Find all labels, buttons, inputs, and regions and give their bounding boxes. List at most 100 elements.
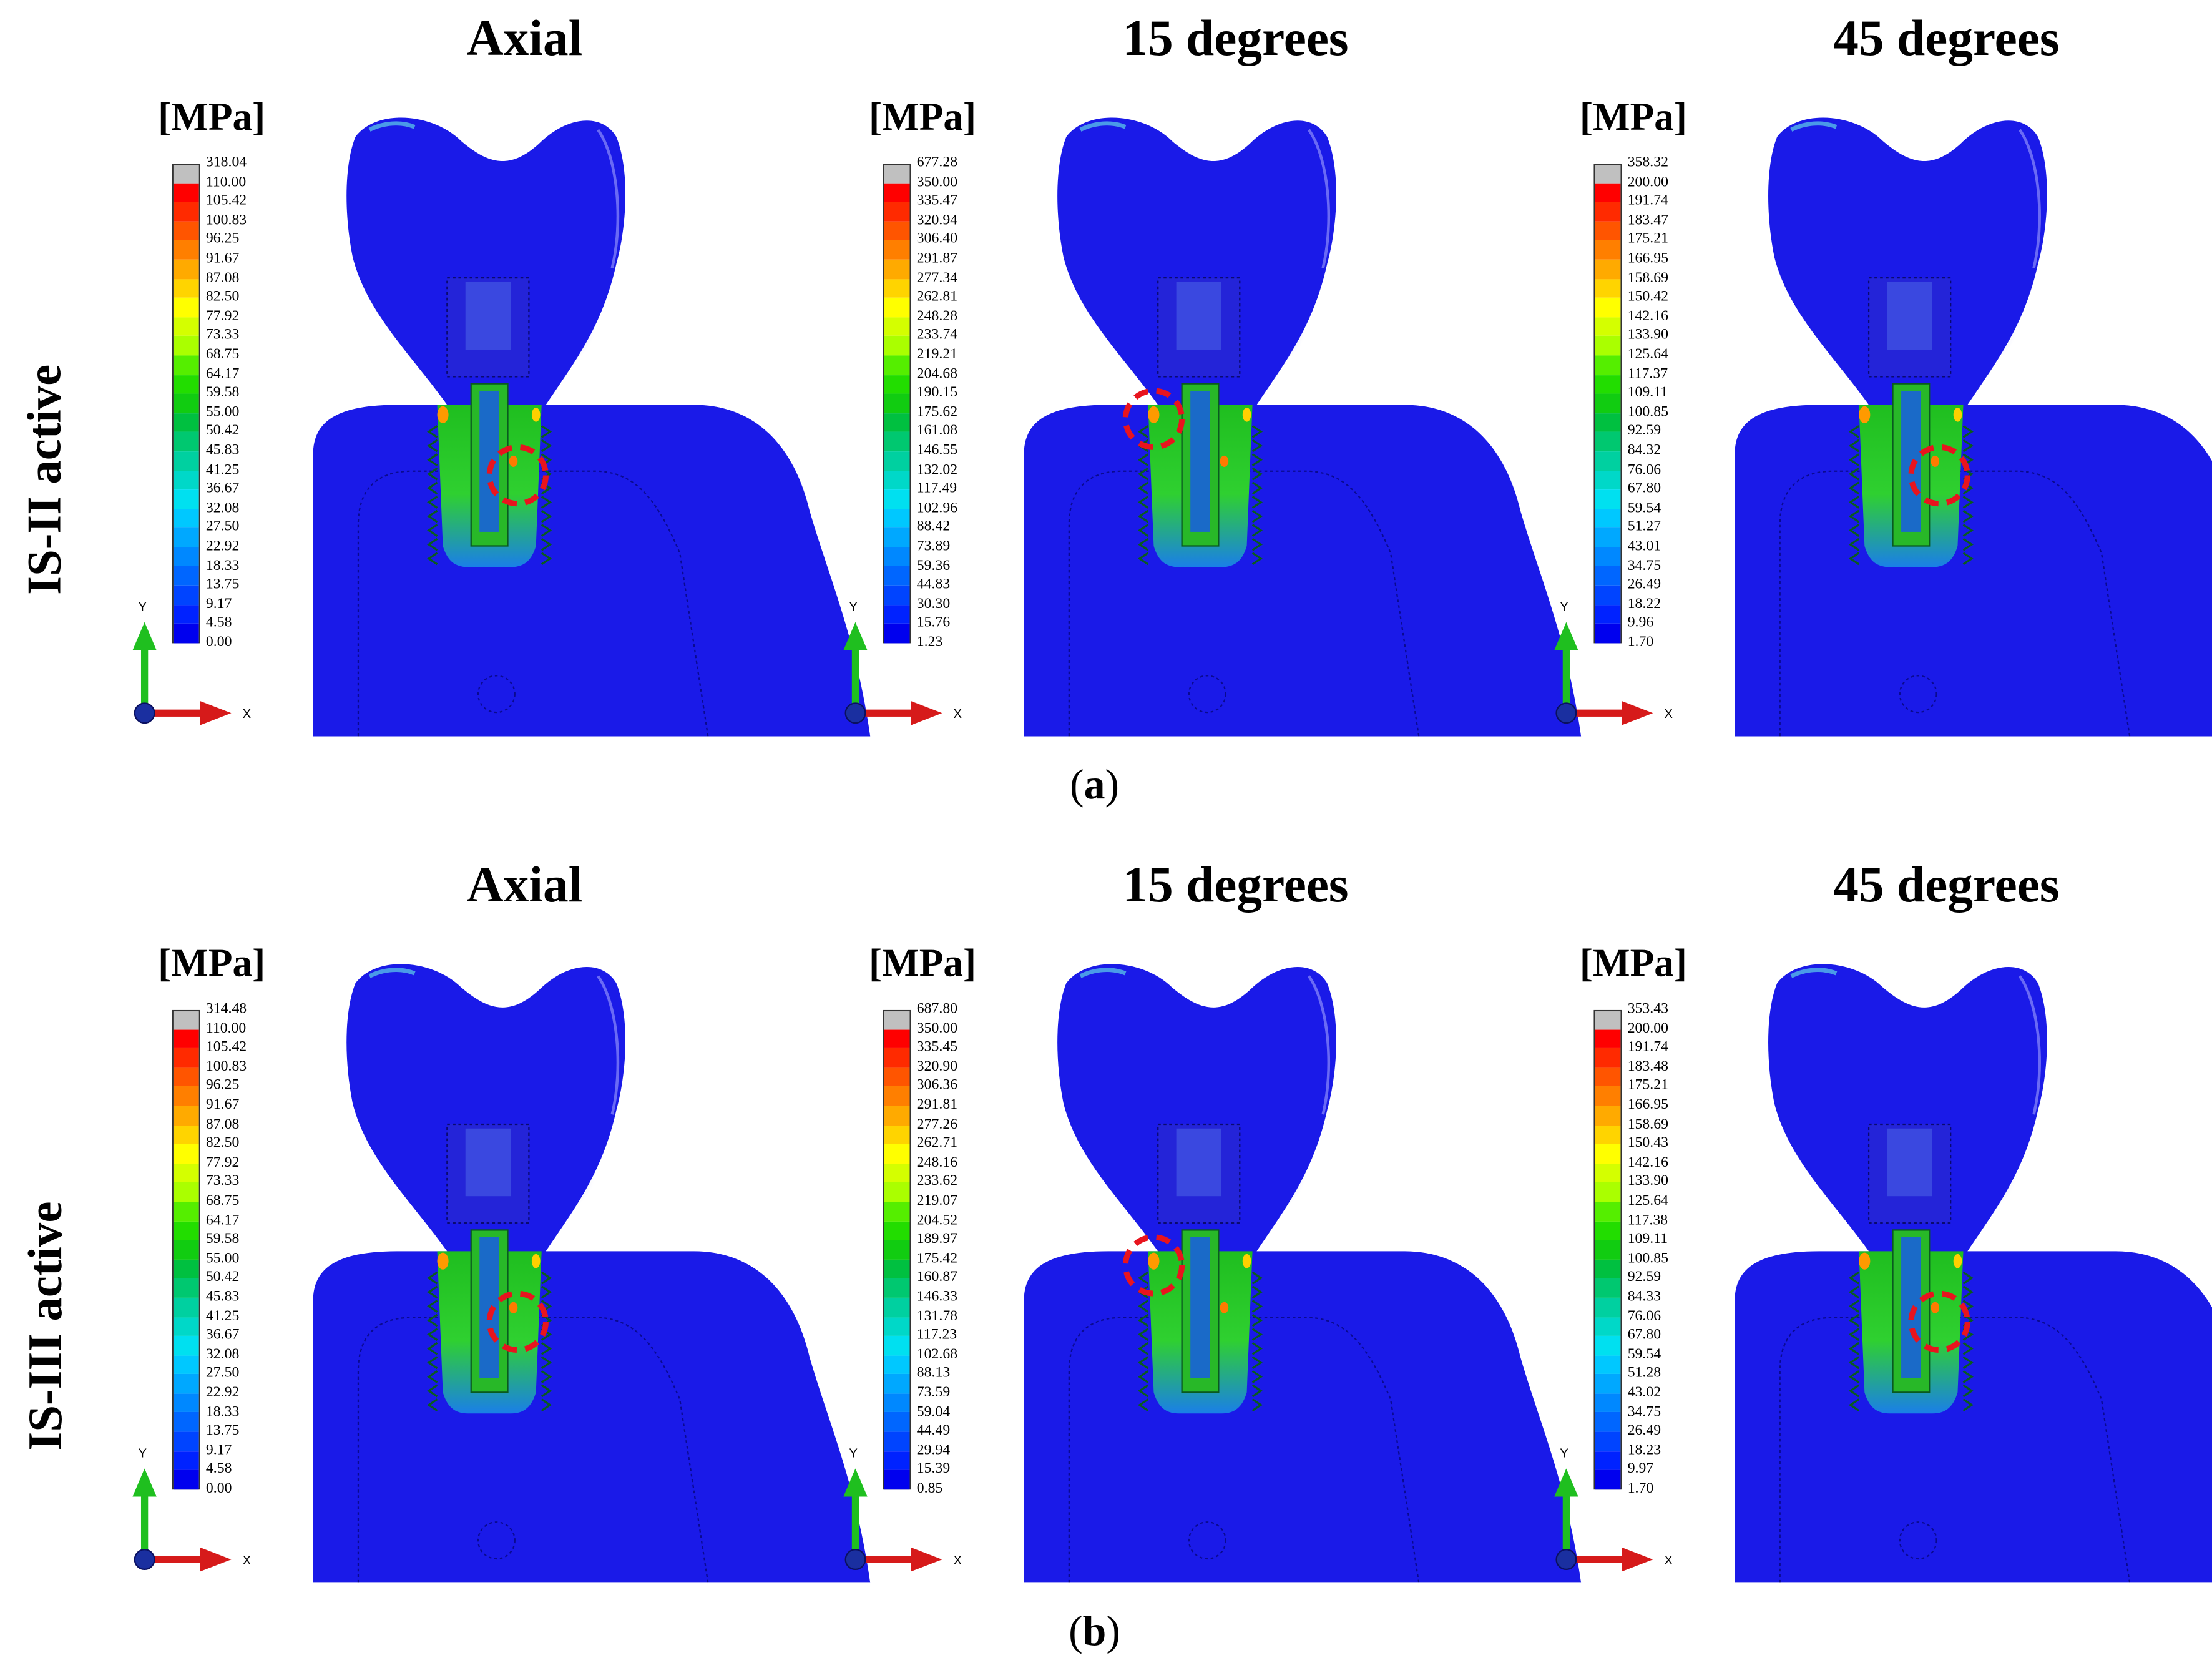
thread-right bbox=[541, 1271, 552, 1285]
thread-right bbox=[1962, 1356, 1974, 1370]
thread-left bbox=[1137, 537, 1149, 551]
thread-left bbox=[1137, 1384, 1149, 1398]
legend-tick-label: 92.59 bbox=[1627, 423, 1661, 439]
thread-left bbox=[1137, 1342, 1149, 1355]
legend-cell bbox=[884, 451, 910, 471]
thread-left bbox=[1137, 524, 1149, 537]
thread-left bbox=[1137, 467, 1149, 481]
legend-cell bbox=[884, 1240, 910, 1260]
thread-right bbox=[1962, 509, 1974, 523]
thread-left bbox=[427, 496, 438, 509]
legend-tick-label: 109.11 bbox=[1627, 1232, 1668, 1247]
legend-cell bbox=[173, 240, 199, 260]
legend-cell bbox=[884, 375, 910, 394]
thread-right bbox=[1962, 1271, 1974, 1285]
legend-tick-label: 0.85 bbox=[916, 1481, 943, 1497]
legend-cell bbox=[884, 1106, 910, 1126]
panel-title: 45 degrees bbox=[1833, 9, 2060, 67]
legend-cell bbox=[1595, 336, 1621, 356]
thread-right bbox=[1251, 1328, 1263, 1342]
legend-tick-label: 77.92 bbox=[205, 308, 240, 325]
axis-y-head bbox=[1554, 622, 1578, 650]
legend-cell bbox=[173, 413, 199, 433]
crown-edge bbox=[597, 129, 620, 268]
legend-cell bbox=[173, 1259, 199, 1278]
thread-left bbox=[1848, 425, 1860, 438]
legend-cell bbox=[173, 1086, 199, 1106]
legend-cell bbox=[173, 585, 199, 605]
legend-tick-label: 175.42 bbox=[916, 1250, 958, 1267]
thread-left bbox=[1848, 496, 1860, 509]
legend-cell-over bbox=[1595, 1011, 1621, 1029]
legend-cell bbox=[884, 1144, 910, 1164]
implant-model bbox=[313, 117, 871, 737]
legend-tick-label: 100.85 bbox=[1627, 405, 1668, 420]
legend-cell bbox=[884, 1451, 910, 1471]
abutment-core bbox=[1176, 282, 1221, 350]
legend-tick-label: 133.90 bbox=[1627, 1174, 1668, 1190]
thread-right bbox=[541, 439, 552, 453]
axis-triad: YX bbox=[132, 1446, 252, 1572]
thread-right bbox=[541, 1370, 552, 1383]
legend-tick-label: 73.33 bbox=[205, 1174, 240, 1190]
legend-cell bbox=[1595, 1067, 1621, 1087]
legend-tick-label: 146.55 bbox=[916, 443, 958, 459]
contour-panel: 45 degrees [MPa] 358.32 200.00 191.74 183.47 1… bbox=[1552, 0, 2212, 790]
legend-unit: [MPa] bbox=[868, 942, 977, 986]
legend-tick-label: 191.74 bbox=[1627, 194, 1668, 209]
legend-cell bbox=[884, 1067, 910, 1087]
legend-cell bbox=[884, 1413, 910, 1432]
crown-cusp bbox=[368, 968, 416, 978]
crown-cusp bbox=[368, 121, 416, 132]
legend-cell bbox=[884, 1355, 910, 1375]
thread-left bbox=[1137, 496, 1149, 509]
crown-edge bbox=[2019, 129, 2041, 268]
bone-contour bbox=[357, 1317, 709, 1583]
legend-colorbar bbox=[1593, 164, 1622, 644]
thread-left bbox=[1848, 1356, 1860, 1370]
canal-circle bbox=[1188, 675, 1226, 714]
thread-left bbox=[427, 1285, 438, 1299]
thread-left bbox=[427, 1342, 438, 1355]
hot-spot-right bbox=[1953, 1254, 1962, 1268]
hot-spot-mid bbox=[1931, 455, 1940, 467]
axis-y-shaft bbox=[851, 647, 859, 713]
legend-cell bbox=[1595, 489, 1621, 509]
legend-cell bbox=[1595, 1086, 1621, 1106]
legend-tick-label: 22.92 bbox=[205, 1385, 240, 1401]
legend-cell bbox=[173, 1048, 199, 1068]
thread-left bbox=[1137, 453, 1149, 467]
legend-tick-label: 191.74 bbox=[1627, 1039, 1668, 1056]
panel-title: Axial bbox=[466, 856, 583, 913]
thread-left bbox=[1848, 509, 1860, 523]
abutment-core bbox=[1176, 1128, 1221, 1197]
crown-cusp bbox=[1079, 121, 1127, 132]
thread-left bbox=[1137, 1328, 1149, 1342]
legend-tick-label: 68.75 bbox=[205, 346, 240, 363]
hot-spot-right bbox=[531, 408, 541, 422]
legend-tick-label: 9.97 bbox=[1627, 1461, 1654, 1478]
legend-cell bbox=[1595, 1029, 1621, 1049]
legend-tick-label: 88.42 bbox=[916, 519, 951, 536]
legend-tick-label: 687.80 bbox=[916, 1001, 958, 1018]
thread-right bbox=[1962, 425, 1974, 438]
crown-edge bbox=[597, 975, 620, 1115]
legend-tick-label: 1.70 bbox=[1627, 634, 1654, 650]
legend-cell bbox=[884, 1086, 910, 1106]
legend-tick-label: 9.96 bbox=[1627, 616, 1654, 631]
legend-cell bbox=[884, 624, 910, 644]
panel-title: 15 degrees bbox=[1122, 9, 1349, 67]
thread-left bbox=[1137, 1398, 1149, 1412]
legend-tick-label: 233.74 bbox=[916, 328, 958, 343]
legend-tick-label: 45.83 bbox=[205, 1289, 240, 1305]
legend-cell bbox=[173, 470, 199, 490]
legend-tick-label: 9.17 bbox=[205, 596, 232, 612]
legend-cell bbox=[173, 1355, 199, 1375]
implant-model bbox=[1735, 117, 2212, 737]
thread-left bbox=[1137, 1356, 1149, 1370]
legend-cell bbox=[1595, 432, 1621, 451]
thread-right bbox=[1251, 1342, 1263, 1355]
legend-tick-label: 320.90 bbox=[916, 1059, 958, 1075]
legend-tick-label: 109.11 bbox=[1627, 385, 1668, 401]
thread-left bbox=[427, 537, 438, 551]
